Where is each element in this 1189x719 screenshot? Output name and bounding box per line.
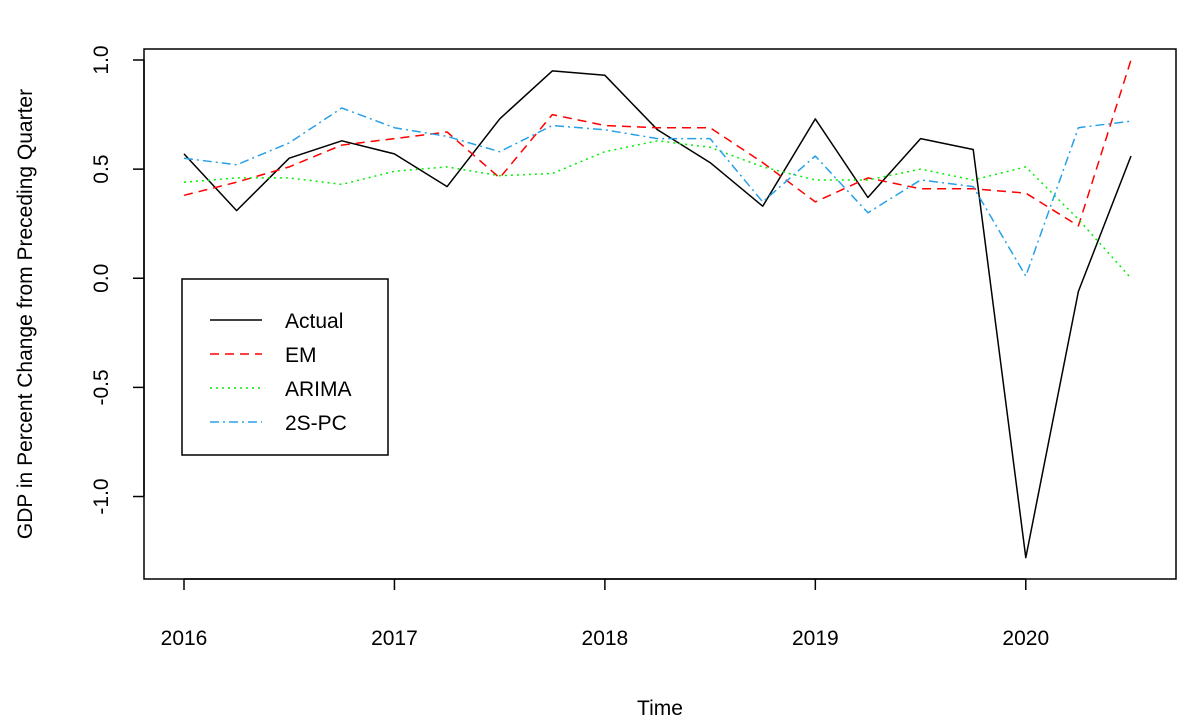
y-tick-label: -0.5: [90, 369, 113, 405]
y-tick-label: -1.0: [90, 478, 113, 514]
legend-label: 2S-PC: [285, 412, 347, 435]
y-tick-label: 0.0: [90, 264, 113, 293]
y-tick-label: 0.5: [90, 154, 113, 183]
series-line-arima: [183, 140, 1132, 279]
legend: Actual EM ARIMA 2S-PC: [181, 278, 389, 456]
x-tick-label: 2020: [1002, 627, 1049, 650]
x-axis-title: Time: [637, 697, 683, 719]
legend-box: [181, 278, 389, 456]
x-tick-label: 2016: [161, 627, 208, 650]
series-line-em: [183, 59, 1132, 227]
y-axis-title: GDP in Percent Change from Preceding Qua…: [14, 89, 37, 539]
x-tick-label: 2019: [792, 627, 839, 650]
series-line-actual: [183, 70, 1132, 559]
y-tick-label: 1.0: [90, 45, 113, 74]
series-line-2s-pc: [183, 107, 1132, 277]
x-axis: 2016 2017 2018 2019 2020: [161, 578, 1049, 650]
legend-label: ARIMA: [285, 378, 352, 401]
x-tick-label: 2017: [371, 627, 418, 650]
series-layer: [183, 59, 1132, 559]
x-tick-label: 2018: [582, 627, 629, 650]
legend-label: EM: [285, 344, 317, 367]
legend-label: Actual: [285, 310, 343, 333]
y-axis: -1.0 -0.5 0.0 0.5 1.0: [90, 45, 145, 515]
